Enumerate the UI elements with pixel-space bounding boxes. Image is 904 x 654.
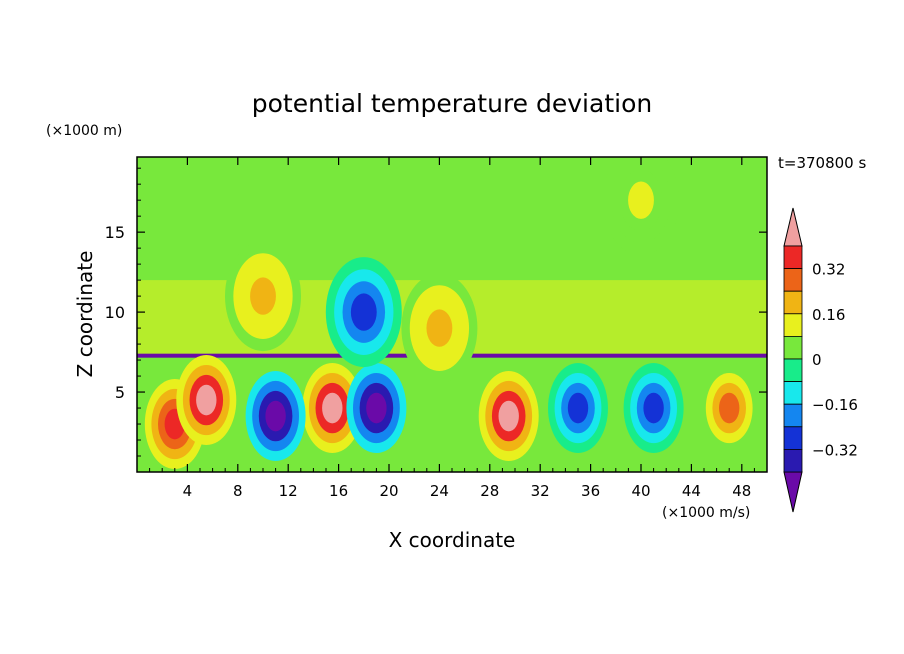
y-tick-label-2: 15 (105, 223, 125, 242)
colorbar-tick-label-1: 0.16 (812, 306, 845, 324)
x-tick-label-7: 32 (531, 482, 550, 500)
colorbar-box-6 (783, 381, 803, 405)
colorbar-box-2 (783, 290, 803, 315)
x-tick-label-0: 4 (183, 482, 193, 500)
colorbar-box-7 (783, 403, 803, 428)
colorbar-top-arrow (783, 207, 803, 247)
field-feature-3-ring-3 (366, 392, 387, 424)
field-layer (137, 157, 767, 472)
colorbar: 0.32 0.16 0 −0.16 −0.32 (783, 207, 858, 513)
x-axis-label: X coordinate (389, 528, 516, 552)
y-tick-label-1: 10 (105, 303, 125, 322)
x-tick-label-4: 20 (379, 482, 398, 500)
x-tick-label-10: 44 (682, 482, 701, 500)
time-label: t=370800 s (778, 154, 866, 172)
field-feature-7-ring-3 (643, 392, 664, 424)
x-axis: 4 8 12 16 20 24 28 32 36 40 44 48 (149, 157, 755, 500)
colorbar-box-4 (783, 335, 803, 360)
x-tick-label-1: 8 (233, 482, 243, 500)
x-tick-label-5: 24 (430, 482, 449, 500)
colorbar-box-3 (783, 313, 803, 337)
x-tick-label-11: 48 (732, 482, 751, 500)
y-axis-label: Z coordinate (73, 251, 97, 378)
colorbar-box-8 (783, 426, 803, 450)
field-feature-1-ring-3 (196, 384, 217, 416)
colorbar-tick-label-0: 0.32 (812, 261, 845, 279)
x-tick-label-6: 28 (480, 482, 499, 500)
x-tick-label-2: 12 (279, 482, 298, 500)
colorbar-box-1 (783, 268, 803, 292)
colorbar-box-5 (783, 358, 803, 383)
field-feature-2-ring-3 (322, 392, 343, 424)
x-unit-label: (×1000 m/s) (662, 505, 750, 521)
field-feature-6-ring-3 (567, 392, 589, 424)
field-feature-11-ring-3 (426, 309, 453, 347)
field-feature-9-ring-3 (350, 293, 377, 331)
field-feature-8-ring-3 (719, 392, 740, 424)
field-feature-10-ring-3 (250, 277, 276, 315)
x-tick-label-3: 16 (329, 482, 348, 500)
field-feature-5-ring-3 (498, 400, 519, 432)
x-tick-label-9: 40 (631, 482, 650, 500)
colorbar-bottom-arrow (783, 471, 803, 513)
colorbar-tick-label-4: −0.32 (812, 441, 858, 459)
y-unit-label: (×1000 m) (46, 123, 122, 139)
field-feature-4-ring-3 (265, 400, 286, 432)
y-axis: 5 10 15 (105, 167, 767, 457)
colorbar-box-0 (783, 245, 803, 270)
field-feature-12-ring-3 (628, 181, 654, 219)
colorbar-tick-label-3: −0.16 (812, 396, 858, 414)
colorbar-tick-label-2: 0 (812, 351, 822, 369)
x-tick-label-8: 36 (581, 482, 600, 500)
y-tick-label-0: 5 (115, 383, 125, 402)
colorbar-box-9 (783, 448, 803, 473)
plot-area (137, 157, 767, 472)
chart-title: potential temperature deviation (252, 89, 652, 118)
